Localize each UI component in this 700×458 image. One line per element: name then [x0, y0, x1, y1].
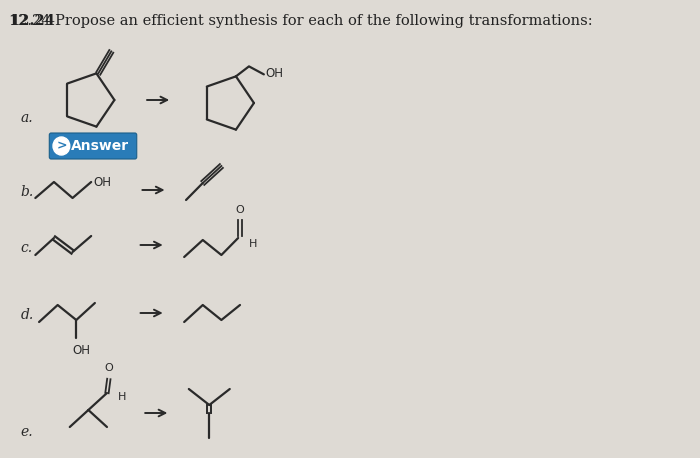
Text: Answer: Answer [71, 139, 129, 153]
Text: O: O [104, 363, 113, 373]
Text: OH: OH [93, 176, 111, 190]
Text: 12.24 Propose an efficient synthesis for each of the following transformations:: 12.24 Propose an efficient synthesis for… [9, 14, 593, 28]
Text: >: > [56, 140, 66, 153]
Text: 12.24: 12.24 [9, 14, 55, 28]
Text: H: H [249, 239, 258, 249]
Text: H: H [118, 392, 127, 402]
Text: OH: OH [266, 67, 284, 80]
Circle shape [53, 137, 70, 155]
Text: e.: e. [20, 425, 33, 439]
Text: d.: d. [20, 308, 34, 322]
Text: b.: b. [20, 185, 34, 199]
FancyBboxPatch shape [49, 133, 136, 159]
Text: O: O [236, 205, 244, 215]
Text: a.: a. [20, 111, 33, 125]
Text: OH: OH [73, 344, 90, 357]
Text: c.: c. [20, 241, 33, 255]
